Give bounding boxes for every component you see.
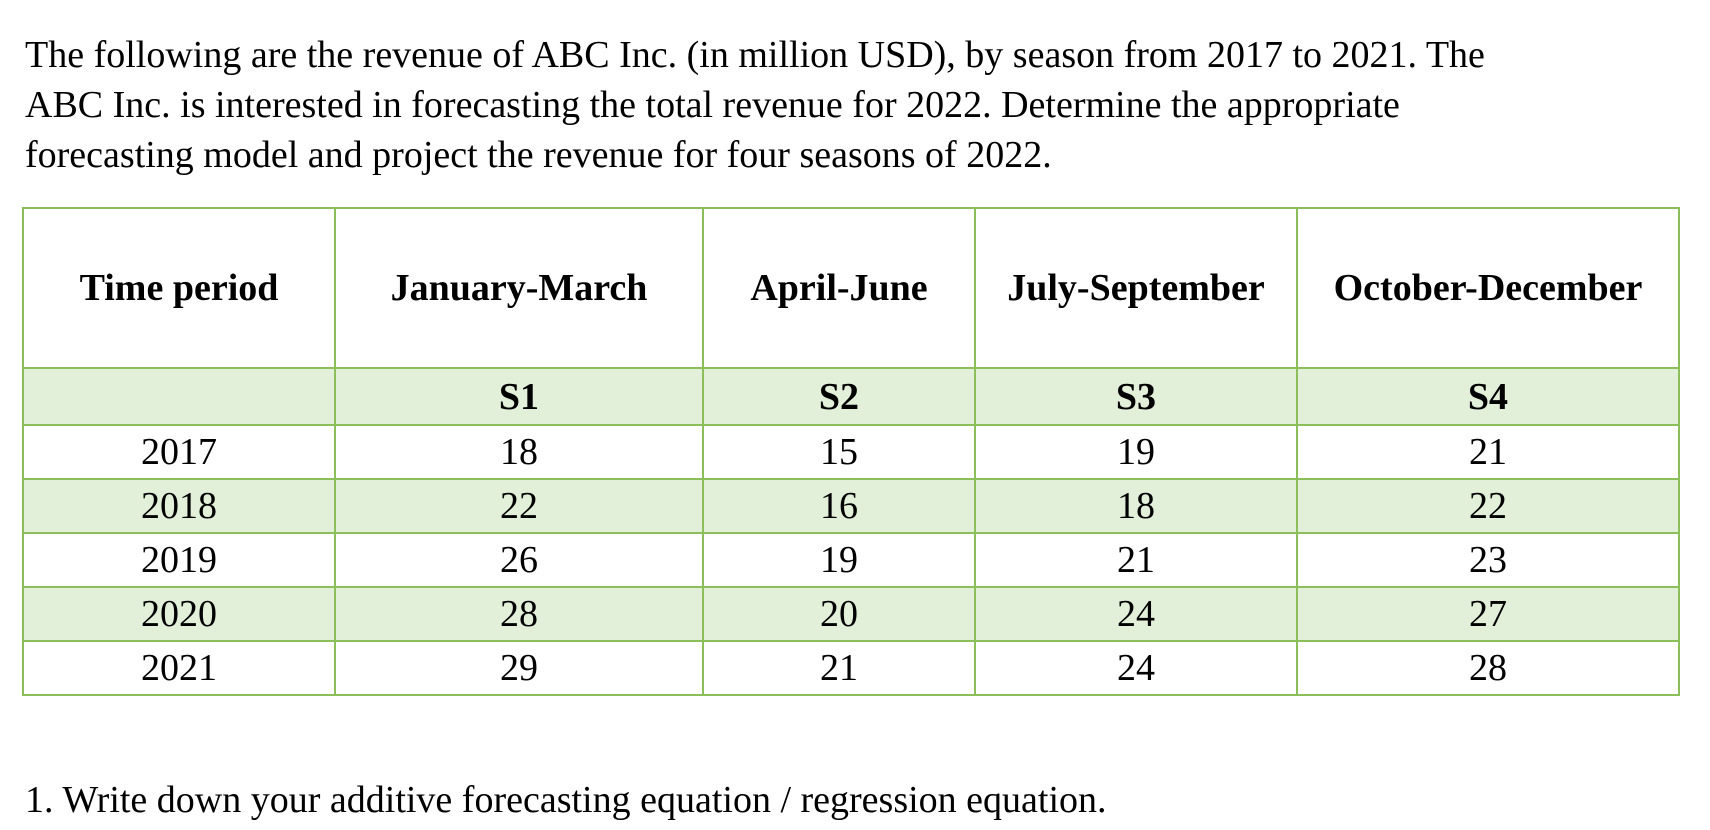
- value-cell: 29: [334, 640, 704, 696]
- value-cell: 15: [702, 424, 976, 480]
- table-row: 2018 22 16 18 22: [22, 478, 1680, 534]
- value-cell: 20: [702, 586, 976, 642]
- value-cell: 22: [1296, 478, 1680, 534]
- problem-statement-line: forecasting model and project the revenu…: [25, 134, 1052, 176]
- season-code-cell: S2: [702, 367, 976, 426]
- header-time-period: Time period: [22, 207, 336, 369]
- value-cell: 23: [1296, 532, 1680, 588]
- year-cell: 2020: [22, 586, 336, 642]
- problem-statement-line: The following are the revenue of ABC Inc…: [25, 34, 1485, 76]
- header-season-2: April-June: [702, 207, 976, 369]
- table-row: 2019 26 19 21 23: [22, 532, 1680, 588]
- year-cell: 2019: [22, 532, 336, 588]
- value-cell: 21: [1296, 424, 1680, 480]
- table-row: 2020 28 20 24 27: [22, 586, 1680, 642]
- value-cell: 21: [702, 640, 976, 696]
- value-cell: 24: [974, 586, 1298, 642]
- year-cell: 2018: [22, 478, 336, 534]
- value-cell: 26: [334, 532, 704, 588]
- value-cell: 22: [334, 478, 704, 534]
- season-code-cell: S1: [334, 367, 704, 426]
- year-cell: 2017: [22, 424, 336, 480]
- value-cell: 19: [702, 532, 976, 588]
- header-season-4: October-December: [1296, 207, 1680, 369]
- problem-statement-line: ABC Inc. is interested in forecasting th…: [25, 84, 1400, 126]
- value-cell: 27: [1296, 586, 1680, 642]
- value-cell: 19: [974, 424, 1298, 480]
- value-cell: 18: [334, 424, 704, 480]
- value-cell: 28: [334, 586, 704, 642]
- value-cell: 18: [974, 478, 1298, 534]
- season-code-cell: S4: [1296, 367, 1680, 426]
- question-1: 1. Write down your additive forecasting …: [25, 779, 1107, 821]
- season-code-cell: S3: [974, 367, 1298, 426]
- table-row: 2017 18 15 19 21: [22, 424, 1680, 480]
- problem-statement: The following are the revenue of ABC Inc…: [25, 30, 1665, 180]
- header-season-3: July-September: [974, 207, 1298, 369]
- value-cell: 28: [1296, 640, 1680, 696]
- revenue-table: Time period January-March April-June Jul…: [22, 207, 1680, 696]
- header-season-1: January-March: [334, 207, 704, 369]
- value-cell: 21: [974, 532, 1298, 588]
- table-header-row: Time period January-March April-June Jul…: [22, 207, 1680, 369]
- value-cell: 16: [702, 478, 976, 534]
- year-cell: 2021: [22, 640, 336, 696]
- table-row: 2021 29 21 24 28: [22, 640, 1680, 696]
- season-code-cell: [22, 367, 336, 426]
- value-cell: 24: [974, 640, 1298, 696]
- season-code-row: S1 S2 S3 S4: [22, 367, 1680, 426]
